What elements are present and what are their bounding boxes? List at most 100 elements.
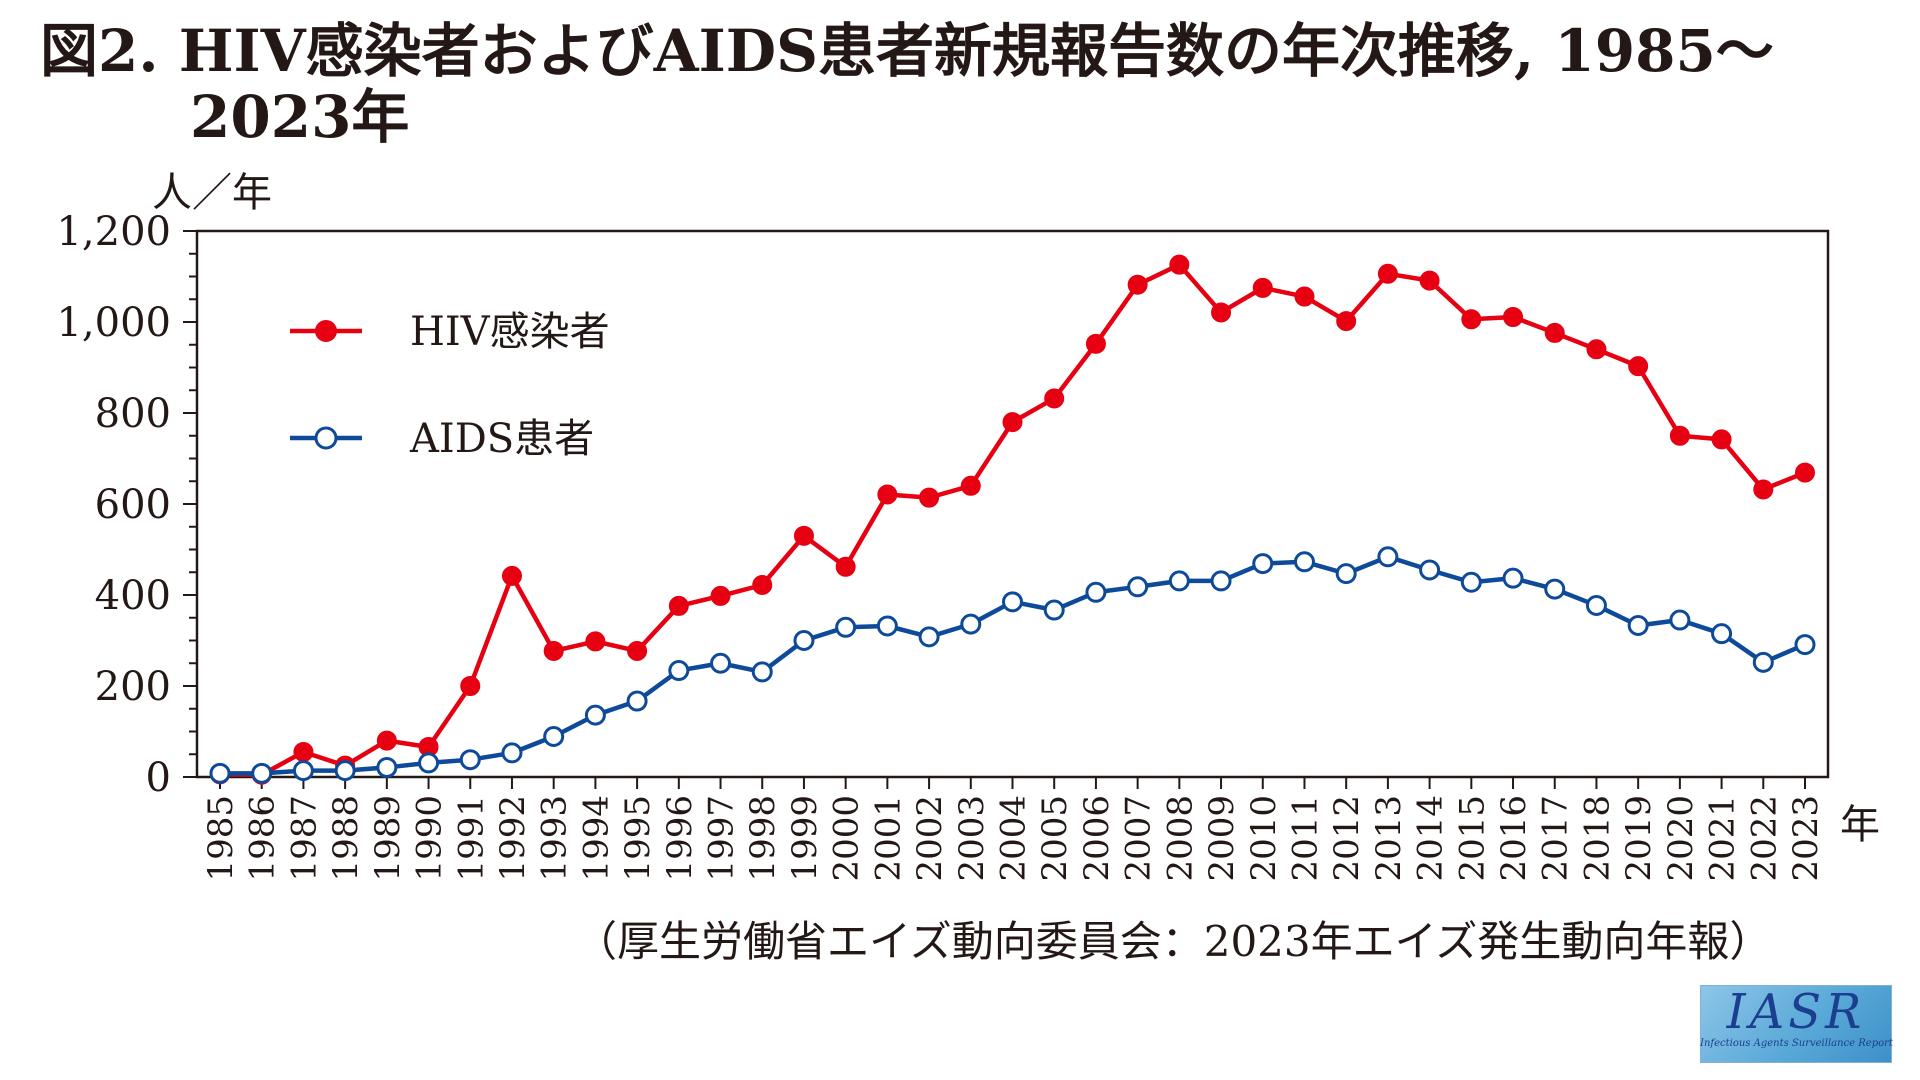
series-2-point <box>543 726 565 748</box>
series-1-point <box>1461 309 1482 330</box>
x-tick-label: 1988 <box>326 795 366 882</box>
series-1-point <box>1628 356 1649 377</box>
series-2-point <box>1627 614 1649 636</box>
x-tick-label: 1998 <box>743 795 783 882</box>
x-tick-label: 2017 <box>1536 795 1576 882</box>
legend-label-1: HIV感染者 <box>410 309 610 355</box>
series-2-point <box>292 760 314 782</box>
x-tick-label: 2018 <box>1577 795 1617 882</box>
series-2-point <box>626 690 648 712</box>
y-tick-label: 200 <box>95 664 171 710</box>
x-tick-label: 2022 <box>1744 795 1784 882</box>
y-tick-label: 0 <box>146 755 171 801</box>
iasr-logo-subtitle: Infectious Agents Surveillance Report <box>1700 1038 1893 1049</box>
series-1-point <box>793 525 814 546</box>
x-tick-label: 2007 <box>1119 795 1159 882</box>
x-tick-label: 1997 <box>702 795 742 882</box>
series-2-point <box>960 613 982 635</box>
series-1-point <box>1377 263 1398 284</box>
x-tick-label: 2004 <box>994 795 1034 882</box>
x-tick-label: 2001 <box>868 795 908 882</box>
y-axis-unit: 人／年 <box>152 170 272 216</box>
series-2-point <box>1043 599 1065 621</box>
series-1-point <box>1044 388 1065 409</box>
x-tick-label: 2005 <box>1035 795 1075 882</box>
series-2-point <box>876 615 898 637</box>
series-1-point <box>710 585 731 606</box>
x-tick-label: 2006 <box>1077 795 1117 882</box>
x-tick-label: 2019 <box>1619 795 1659 882</box>
series-2-point <box>710 652 732 674</box>
series-1-point <box>835 556 856 577</box>
series-2-point <box>459 749 481 771</box>
series-2-point <box>1335 563 1357 585</box>
series-2-point <box>1502 567 1524 589</box>
y-tick-label: 1,200 <box>56 209 171 255</box>
series-1-point <box>1336 311 1357 332</box>
series-2-point <box>1127 576 1149 598</box>
legend-marker-2 <box>314 426 338 450</box>
series-2-point <box>1002 591 1023 613</box>
x-tick-label: 1996 <box>660 795 700 882</box>
legend-marker-1 <box>315 320 337 342</box>
series-1-point <box>1753 479 1774 500</box>
series-1-point <box>1294 286 1315 307</box>
series-1-point <box>1127 274 1148 295</box>
series-1-point <box>1586 339 1607 360</box>
chart-title: 図2. HIV感染者およびAIDS患者新規報告数の年次推移, 1985～ 202… <box>40 18 1774 150</box>
series-1-point <box>1669 425 1690 446</box>
series-1-point <box>752 574 773 595</box>
x-tick-label: 1989 <box>368 795 408 882</box>
series-2-point <box>584 704 606 726</box>
series-1-point <box>960 475 981 496</box>
x-tick-label: 2009 <box>1202 795 1242 882</box>
series-2-point <box>1085 581 1107 603</box>
series-2-point <box>1711 623 1733 645</box>
series-2-point <box>1669 609 1691 631</box>
series-1-point <box>543 640 564 661</box>
series-2-point <box>751 661 773 683</box>
series-2-point <box>501 742 523 764</box>
x-tick-label: 2010 <box>1244 795 1284 882</box>
x-tick-label: 2003 <box>952 795 992 882</box>
series-2-point <box>668 660 690 682</box>
series-2-point <box>418 752 440 774</box>
series-1-point <box>1002 412 1023 433</box>
series-1-point <box>1169 254 1190 275</box>
x-tick-label: 1986 <box>243 795 283 882</box>
series-2-point <box>334 760 356 782</box>
series-2-point <box>1252 553 1274 575</box>
x-tick-label: 1995 <box>618 795 658 882</box>
y-tick-label: 1,000 <box>56 300 171 346</box>
series-2-point <box>1377 546 1399 568</box>
x-tick-label: 1991 <box>451 795 491 882</box>
x-tick-label: 1990 <box>410 795 450 882</box>
series-1-point <box>501 565 522 586</box>
series-2-point <box>1168 570 1190 592</box>
iasr-logo-text: IASR <box>1726 984 1866 1040</box>
x-tick-label: 2011 <box>1285 795 1325 882</box>
series-2-point <box>376 756 398 778</box>
x-tick-label: 2016 <box>1494 795 1534 882</box>
x-tick-label: 1985 <box>201 795 241 882</box>
series-1-point <box>293 741 314 762</box>
y-tick-label: 600 <box>95 482 171 528</box>
series-1-point <box>1085 333 1106 354</box>
series-1-point <box>1503 306 1524 327</box>
series-2-point <box>1752 651 1774 673</box>
series-2-point <box>1460 571 1482 593</box>
legend-label-2: AIDS患者 <box>409 416 594 462</box>
series-1-point <box>1711 429 1732 450</box>
x-tick-label: 2012 <box>1327 795 1367 882</box>
x-tick-label: 1987 <box>284 795 324 882</box>
x-tick-label: 2014 <box>1411 795 1451 882</box>
y-tick-label: 800 <box>95 391 171 437</box>
series-2-point <box>1419 559 1441 581</box>
x-axis-unit: 年 <box>1840 802 1880 848</box>
series-1-point <box>919 487 940 508</box>
series-2-point <box>1293 551 1315 573</box>
x-tick-label: 2013 <box>1369 795 1409 882</box>
series-2-point <box>251 762 273 784</box>
series-1-point <box>460 676 481 696</box>
